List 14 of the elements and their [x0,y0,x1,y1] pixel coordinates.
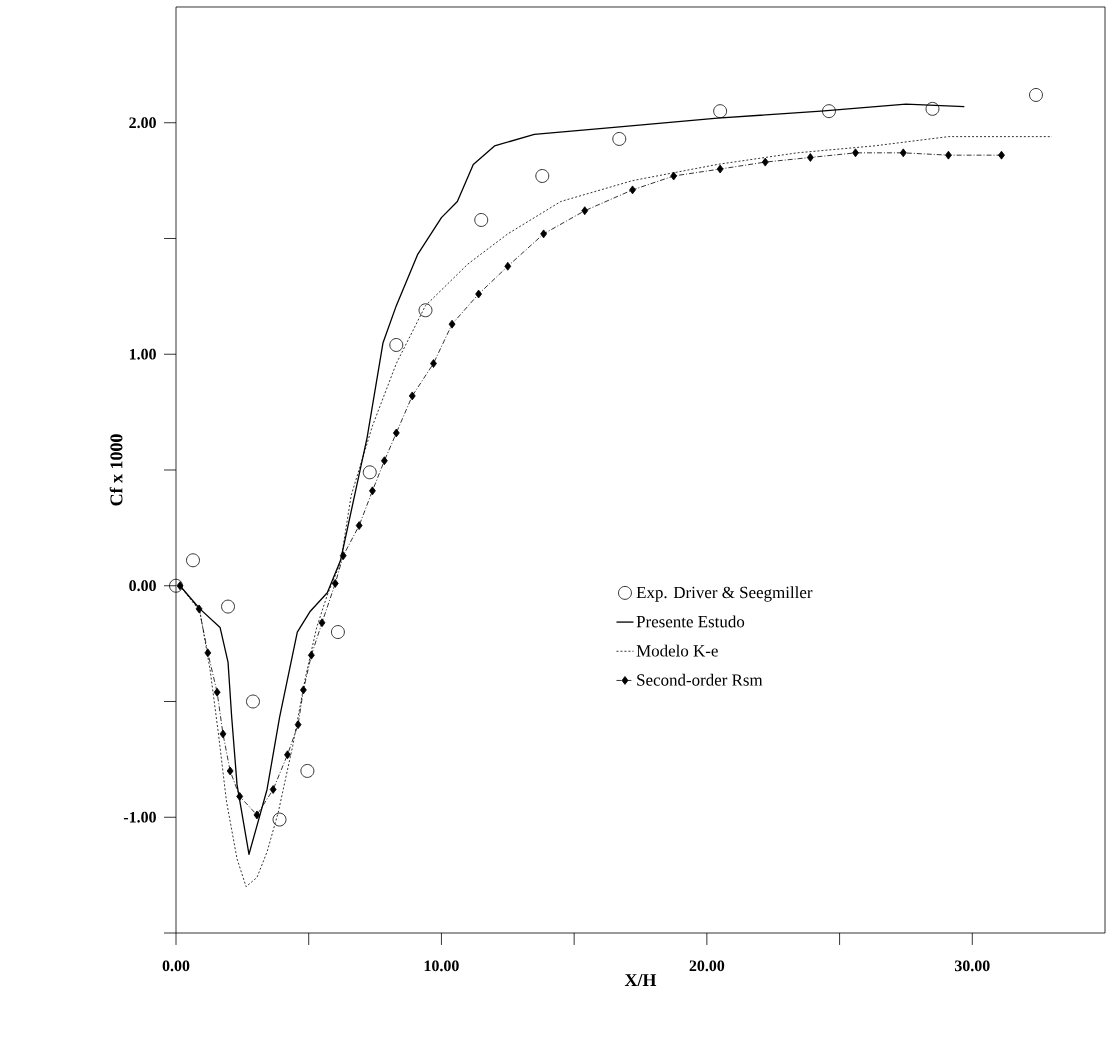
x-tick-label: 20.00 [689,960,725,972]
y-tick-label: 0.00 [129,580,156,592]
legend-label: Exp. Driver & Seegmiller [636,586,813,602]
y-tick-label: 2.00 [129,117,156,129]
legend-label: Modelo K-e [636,644,718,657]
x-axis-title: X/H [624,974,657,987]
x-tick-label: 30.00 [954,960,990,972]
x-tick-label: 0.00 [162,960,190,972]
y-tick-label: -1.00 [123,811,156,823]
y-axis-title: Cf x 1000 [109,434,123,506]
legend-label: Presente Estudo [636,615,745,628]
x-tick-label: 10.00 [424,960,459,972]
legend-label: Second-order Rsm [637,673,763,686]
y-tick-label: 1.00 [129,348,156,360]
